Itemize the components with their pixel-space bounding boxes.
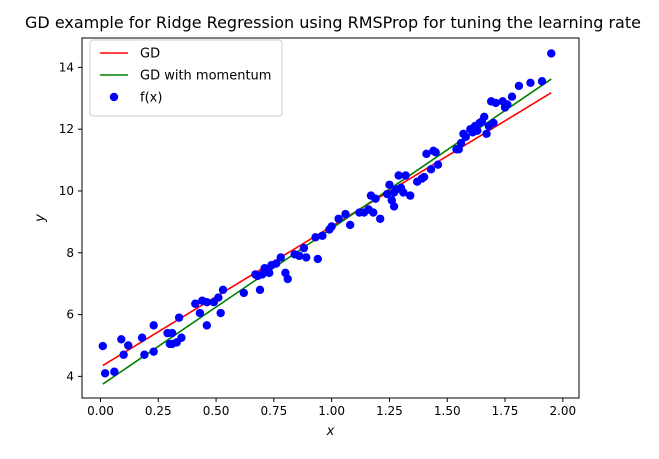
data-point [489,118,498,128]
data-point [283,274,292,284]
data-point [174,313,184,322]
data-point [239,288,249,298]
data-point [295,251,304,261]
x-tick-label: 1.50 [434,404,461,418]
legend-marker-swatch [109,92,119,102]
data-point [195,308,205,318]
x-tick-label: 1.25 [376,404,403,418]
data-point [394,171,403,180]
data-point [406,191,415,200]
data-point [265,268,274,278]
data-point [177,333,186,342]
y-axis-label: y [33,214,48,223]
data-point [537,77,547,86]
data-point [480,112,489,121]
data-point [473,126,482,135]
data-point [214,293,223,302]
data-point [202,321,212,330]
data-point [276,253,285,262]
data-point [167,328,177,338]
x-tick-label: 0.50 [203,404,230,418]
data-point [140,350,149,359]
data-point [98,341,108,351]
data-point [311,233,320,242]
data-point [514,81,524,91]
data-point [382,189,392,199]
data-point [369,208,378,217]
data-point [376,214,385,223]
data-point [117,335,126,344]
data-point [216,308,225,318]
y-axis-ticks: 4 6 8 10 12 14 [59,60,82,383]
legend-label: GD with momentum [140,69,271,84]
data-point [124,341,133,350]
data-point [431,148,440,157]
data-point [503,100,512,109]
data-point [313,254,322,264]
legend: GD GD with momentum f(x) [89,39,283,117]
data-point [547,49,556,58]
data-point [271,259,281,268]
data-point [371,194,380,203]
data-point [345,220,355,230]
data-point [482,129,491,138]
x-axis-label: x [326,424,335,439]
x-tick-label: 1.75 [492,404,519,418]
legend-label: GD [140,47,160,62]
data-point [255,285,265,295]
data-point [218,285,228,295]
data-point [137,333,147,342]
data-point [202,298,212,307]
data-point [401,171,410,180]
data-point [419,172,429,182]
data-point [327,222,336,231]
data-point [302,253,311,262]
legend-label: f(x) [140,91,162,106]
data-point [526,78,535,88]
data-point [110,367,119,376]
y-tick-label: 4 [66,369,74,383]
data-point [318,231,327,240]
data-point [433,160,443,169]
data-point [399,188,408,197]
data-point [341,209,350,219]
x-tick-label: 2.00 [549,404,576,418]
data-point [299,243,309,253]
data-point [149,321,158,330]
y-tick-label: 6 [66,308,74,322]
x-axis-ticks: 0.00 0.25 0.50 0.75 1.00 1.25 1.50 1.75 2.00 [87,398,576,418]
legend-box [89,39,283,117]
x-tick-label: 0.25 [145,404,172,418]
data-point [426,165,436,174]
data-point [119,350,128,359]
data-point [491,98,500,108]
x-tick-label: 0.00 [87,404,114,418]
data-point [149,347,158,356]
y-tick-label: 12 [59,122,74,136]
data-point [385,180,394,189]
data-point [334,214,343,223]
y-tick-label: 10 [59,184,74,198]
x-tick-label: 1.00 [318,404,345,418]
data-point [461,132,470,142]
x-tick-label: 0.75 [261,404,288,418]
data-point [507,92,517,101]
y-tick-label: 14 [59,60,74,74]
chart-title: GD example for Ridge Regression using RM… [25,13,641,32]
data-point [422,149,431,159]
data-point [191,299,200,308]
data-point [100,369,110,378]
data-point [389,202,399,211]
y-tick-label: 8 [66,246,74,260]
series-layer [98,49,556,385]
data-point [456,138,466,148]
